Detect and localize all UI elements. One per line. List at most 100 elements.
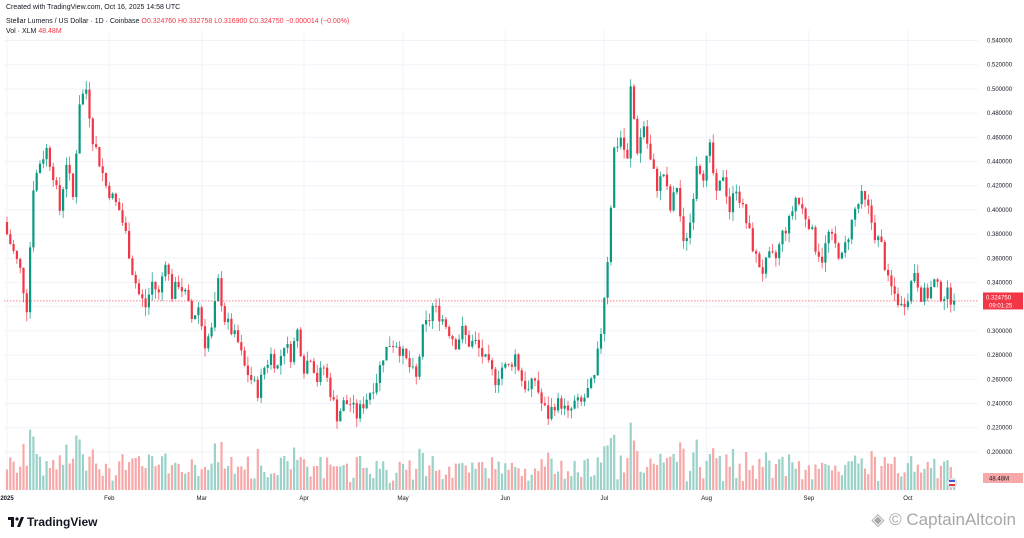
volume-bar [187, 472, 190, 490]
volume-bar [639, 471, 642, 490]
candle-body [52, 166, 55, 181]
volume-bar [306, 466, 309, 490]
tradingview-logo[interactable]: TradingView [8, 515, 97, 529]
volume-bar [649, 458, 652, 490]
volume-bar [220, 442, 223, 490]
symbol-legend: Stellar Lumens / US Dollar · 1D · Coinba… [6, 18, 349, 25]
candle-body [213, 301, 216, 328]
volume-bar [857, 463, 860, 490]
candle-body [500, 367, 504, 379]
volume-tag-value: 48.48M [989, 477, 1009, 483]
volume-bar [359, 455, 362, 490]
volume-bar [682, 448, 685, 490]
volume-bar [58, 455, 61, 490]
candle-body [151, 281, 154, 295]
candle-body [751, 228, 754, 252]
y-tick-label: 0.540000 [987, 39, 1013, 45]
volume-bar [758, 458, 761, 490]
x-tick-label: Jun [500, 496, 510, 502]
candle-body [722, 177, 725, 181]
volume-bar [309, 476, 312, 490]
volume-bar [111, 480, 114, 490]
candle-body [517, 354, 520, 371]
volume-bar [725, 454, 728, 490]
volume-bar [405, 469, 408, 490]
candle-body [164, 264, 167, 277]
candle-body [326, 367, 329, 378]
candle-body [887, 269, 890, 276]
candle-body [45, 147, 48, 160]
candle-body [788, 216, 791, 234]
volume-bar [830, 470, 834, 490]
candle-body [933, 279, 936, 288]
volume-bar [121, 454, 124, 490]
volume-bar [114, 475, 117, 490]
candle-body [543, 403, 546, 406]
volume-bar [748, 470, 751, 490]
volume-bar [751, 465, 754, 490]
volume-bar [867, 474, 870, 490]
candle-body [458, 339, 461, 350]
volume-bar [375, 461, 378, 490]
volume-bar [755, 478, 758, 490]
volume-bar [494, 469, 497, 490]
volume-bar [771, 477, 774, 490]
volume-bar [834, 465, 837, 490]
candle-body [936, 279, 939, 282]
candle-body [279, 356, 282, 366]
y-tick-label: 0.440000 [987, 160, 1013, 166]
volume-bar [553, 473, 556, 490]
candle-body [570, 408, 573, 411]
candle-body [22, 267, 25, 294]
candle-body [418, 356, 421, 377]
price-tag: 0.324750 09:01:25 [983, 292, 1023, 310]
candle-body [827, 231, 830, 244]
volume-bar [197, 475, 200, 490]
candle-body [441, 319, 444, 322]
candle-body [758, 253, 761, 268]
price-axis[interactable]: 0.540000 0.520000 0.500000 0.480000 0.460000… [987, 39, 1013, 456]
flag-icon[interactable] [946, 477, 958, 489]
symbol-name[interactable]: Stellar Lumens / US Dollar · 1D · Coinba… [6, 18, 140, 25]
volume-label[interactable]: Vol · XLM [6, 28, 37, 35]
volume-legend: Vol · XLM 48.48M [6, 28, 62, 35]
candle-body [190, 300, 193, 320]
volume-bar [910, 456, 913, 490]
candle-body [613, 147, 616, 208]
candle-body [636, 118, 639, 154]
candle-body [319, 367, 322, 383]
volume-bar [887, 463, 890, 490]
volume-bar [352, 477, 355, 490]
candle-body [464, 325, 467, 336]
volume-bar [500, 473, 504, 490]
candle-body [253, 379, 256, 381]
candle-body [797, 197, 801, 205]
volume-bar [233, 473, 236, 490]
candle-body [454, 339, 457, 350]
candle-body [203, 326, 207, 349]
volume-bar [474, 468, 477, 490]
volume-bar [718, 455, 721, 490]
volume-bar [312, 466, 315, 490]
candle-body [586, 388, 589, 398]
volume-bar [434, 470, 438, 490]
candle-body [642, 126, 645, 138]
time-axis[interactable]: 2025 Feb Mar Apr May Jun Jul Aug Sep Oct [0, 496, 913, 502]
volume-bar [821, 462, 824, 490]
candle-body [131, 258, 134, 275]
volume-bar [530, 474, 533, 490]
candle-body [784, 230, 787, 234]
candle-body [659, 176, 662, 191]
volume-bar [260, 465, 263, 490]
candle-body [672, 192, 675, 211]
candle-body [352, 402, 355, 405]
candle-body [48, 147, 51, 167]
volume-bar [190, 459, 193, 490]
volume-bar [613, 434, 616, 490]
volume-bar [48, 467, 51, 490]
volume-bar [916, 464, 919, 490]
volume-bar [870, 451, 873, 490]
candle-body [804, 208, 807, 220]
volume-bar [860, 458, 863, 490]
